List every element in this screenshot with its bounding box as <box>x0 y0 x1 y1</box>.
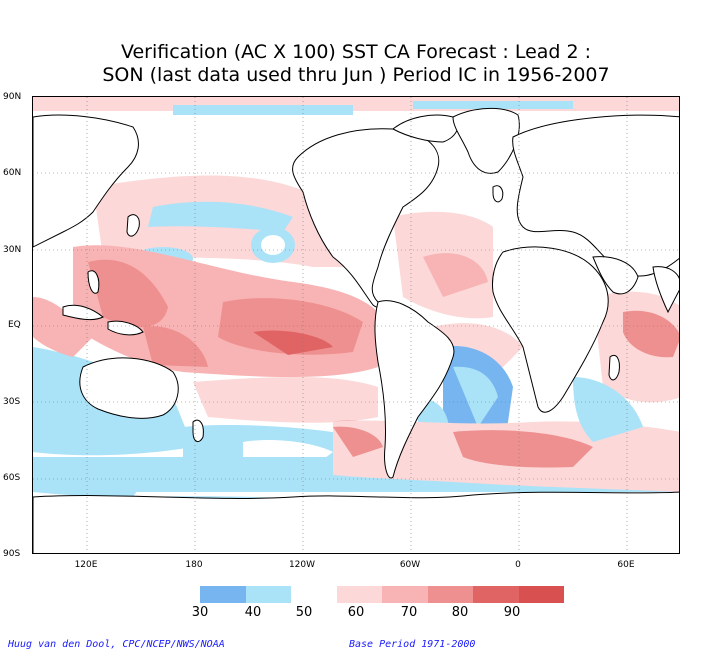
chart-title-line1: Verification (AC X 100) SST CA Forecast … <box>120 41 592 63</box>
shading-layer <box>33 97 679 528</box>
gridlines <box>33 97 679 553</box>
landmasses <box>33 107 679 553</box>
color-legend <box>200 586 564 603</box>
lat-label-90n: 90N <box>3 92 22 102</box>
lat-label-eq: EQ <box>8 320 21 330</box>
lon-label-60e: 60E <box>617 560 635 570</box>
lon-label-120e: 120E <box>74 560 98 570</box>
legend-swatch-8 <box>518 586 564 603</box>
legend-label-60: 60 <box>347 605 365 620</box>
legend-label-90: 90 <box>503 605 521 620</box>
base-period-text: Base Period 1971-2000 <box>349 639 476 650</box>
lon-label-0: 0 <box>515 560 521 570</box>
legend-swatch-6 <box>427 586 473 603</box>
credit-text: Huug van den Dool, CPC/NCEP/NWS/NOAA <box>8 639 225 650</box>
lon-label-120w: 120W <box>288 560 316 570</box>
lat-label-30n: 30N <box>3 245 22 255</box>
sst-verification-map <box>32 96 680 554</box>
legend-swatch-5 <box>382 586 428 603</box>
legend-swatch-1 <box>200 586 246 603</box>
legend-swatch-2 <box>245 586 291 603</box>
lon-label-180: 180 <box>185 560 203 570</box>
legend-label-30: 30 <box>191 605 209 620</box>
legend-label-50: 50 <box>295 605 313 620</box>
legend-swatch-7 <box>473 586 519 603</box>
chart-title-line2: SON (last data used thru Jun ) Period IC… <box>102 64 610 86</box>
lat-label-60s: 60S <box>3 473 21 483</box>
legend-swatch-4 <box>336 586 382 603</box>
legend-label-80: 80 <box>451 605 469 620</box>
lat-label-90s: 90S <box>3 549 21 559</box>
lon-label-60w: 60W <box>399 560 421 570</box>
legend-label-70: 70 <box>400 605 418 620</box>
lat-label-60n: 60N <box>3 168 22 178</box>
legend-label-40: 40 <box>244 605 262 620</box>
legend-swatch-3 <box>291 586 337 603</box>
lat-label-30s: 30S <box>3 397 21 407</box>
map-canvas <box>33 97 679 553</box>
